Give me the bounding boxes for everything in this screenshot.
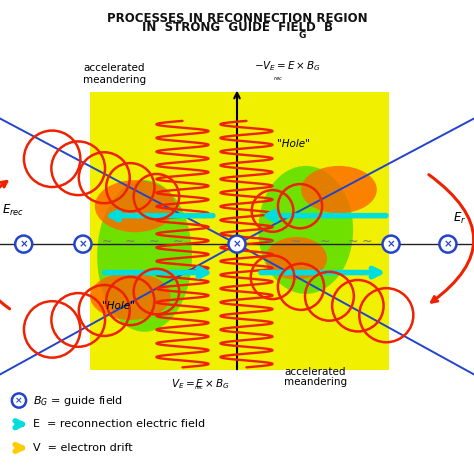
Text: accelerated: accelerated — [83, 64, 145, 73]
Text: G: G — [298, 31, 306, 40]
Circle shape — [383, 236, 400, 253]
Text: $_{rec}$: $_{rec}$ — [273, 74, 283, 83]
Text: "Hole": "Hole" — [277, 139, 310, 149]
Text: ∼: ∼ — [101, 235, 112, 248]
Text: ∼: ∼ — [125, 235, 136, 248]
Ellipse shape — [258, 166, 353, 294]
Text: PROCESSES IN RECONNECTION REGION: PROCESSES IN RECONNECTION REGION — [107, 12, 367, 25]
Text: ×: × — [387, 239, 395, 249]
Text: ∼: ∼ — [173, 235, 183, 248]
Text: $-V_E = E\times B_G$: $-V_E = E\times B_G$ — [254, 60, 321, 73]
Text: $_{rec}$: $_{rec}$ — [194, 383, 205, 392]
Circle shape — [12, 393, 26, 408]
Ellipse shape — [301, 166, 377, 213]
Text: $E_{rec}$: $E_{rec}$ — [2, 203, 25, 219]
Text: ×: × — [444, 239, 452, 249]
Text: ×: × — [79, 239, 87, 249]
Text: ∼: ∼ — [263, 235, 273, 248]
Text: ×: × — [19, 239, 28, 249]
Ellipse shape — [90, 273, 171, 320]
Text: $E_r$: $E_r$ — [453, 210, 466, 226]
Text: ×: × — [233, 239, 241, 249]
Text: ∼: ∼ — [149, 235, 159, 248]
Circle shape — [439, 236, 456, 253]
Ellipse shape — [95, 180, 175, 232]
Text: ∼: ∼ — [319, 235, 330, 248]
Text: meandering: meandering — [83, 75, 146, 85]
Circle shape — [15, 236, 32, 253]
Text: $V_E = E\times B_G$: $V_E = E\times B_G$ — [171, 377, 229, 391]
Ellipse shape — [97, 180, 192, 332]
Text: E  = reconnection electric field: E = reconnection electric field — [33, 419, 205, 429]
Text: V  = electron drift: V = electron drift — [33, 443, 133, 453]
Text: "Hole": "Hole" — [102, 301, 135, 311]
Circle shape — [228, 236, 246, 253]
Text: ∼: ∼ — [291, 235, 301, 248]
Bar — [90, 92, 389, 370]
Text: meandering: meandering — [284, 377, 347, 387]
Text: ×: × — [15, 396, 23, 405]
Text: ∼: ∼ — [348, 235, 358, 248]
Text: IN  STRONG  GUIDE  FIELD  B: IN STRONG GUIDE FIELD B — [142, 21, 332, 34]
Ellipse shape — [265, 237, 327, 280]
Text: $B_G$ = guide field: $B_G$ = guide field — [33, 393, 123, 408]
Text: ∼: ∼ — [362, 235, 373, 248]
Text: accelerated: accelerated — [284, 367, 346, 377]
Circle shape — [74, 236, 91, 253]
